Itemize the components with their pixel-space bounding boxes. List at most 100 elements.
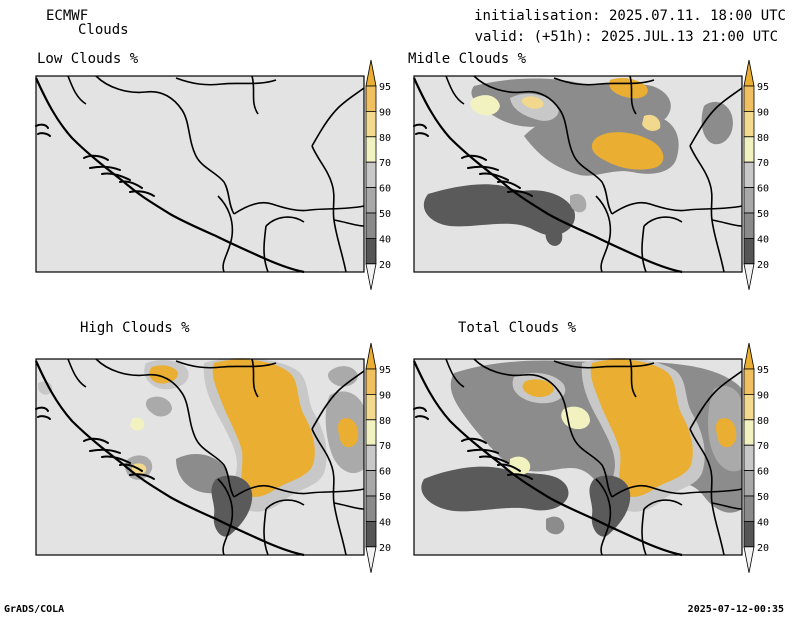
colorbar-tick-label: 60	[757, 184, 769, 195]
map-panel-low	[34, 75, 365, 274]
colorbar-tick-label: 20	[379, 543, 391, 554]
cloud-area	[570, 193, 587, 213]
model-label: ECMWF	[46, 8, 89, 24]
colorbar-tick-label: 50	[379, 209, 391, 220]
cloud-area	[470, 95, 500, 116]
colorbar-segment	[365, 187, 377, 214]
island-outline	[497, 180, 521, 189]
border-line	[689, 370, 743, 430]
colorbar-tick-label: 50	[379, 492, 391, 503]
colorbar-segment	[743, 237, 755, 265]
border-line	[689, 145, 725, 273]
colorbar-segment	[743, 368, 755, 395]
colorbar-segment	[743, 470, 755, 497]
colorbar-tick-label: 95	[757, 365, 769, 376]
coastline	[34, 360, 305, 557]
colorbar-tick-label: 90	[379, 107, 391, 118]
cloud-area	[130, 417, 145, 431]
footer-timestamp: 2025-07-12-00:35	[687, 604, 784, 615]
border-line	[629, 75, 637, 115]
colorbar-top-arrow	[743, 342, 755, 370]
island-outline	[497, 463, 521, 472]
product-label: Clouds	[78, 22, 129, 38]
colorbar-bottom-arrow	[365, 546, 377, 573]
map-frame	[35, 75, 365, 273]
island-outline	[413, 406, 427, 412]
border-line	[643, 216, 683, 227]
panel-title-high: High Clouds %	[80, 320, 190, 336]
border-line	[311, 145, 347, 273]
island-outline	[467, 448, 499, 454]
border-line	[641, 508, 647, 556]
colorbar-segment	[743, 136, 755, 163]
island-outline	[415, 415, 429, 420]
colorbar-tick-label: 90	[757, 390, 769, 401]
border-line	[251, 358, 259, 398]
colorbar-tick-label: 60	[757, 467, 769, 478]
colorbar-tick-label: 80	[757, 416, 769, 427]
border-line	[67, 358, 87, 388]
panel-title-total: Total Clouds %	[458, 320, 577, 336]
coastline	[412, 360, 683, 557]
colorbar-tick-label: 70	[379, 441, 391, 452]
colorbar-segment	[743, 419, 755, 446]
panel-title-middle: Midle Clouds %	[408, 51, 527, 67]
cloud-area	[504, 190, 576, 236]
colorbar-middle: 20 40 50 60 70 80 90 95	[743, 59, 769, 290]
border-line	[611, 484, 743, 498]
border-line	[175, 77, 277, 86]
colorbar-tick-label: 70	[757, 158, 769, 169]
map-frame	[413, 75, 743, 273]
border-line	[333, 219, 365, 227]
island-outline	[119, 463, 143, 472]
cloud-area	[145, 396, 172, 417]
island-outline	[35, 123, 49, 129]
colorbar-tick-label: 90	[379, 390, 391, 401]
colorbar-segment	[365, 419, 377, 446]
border-line	[95, 358, 235, 498]
border-line	[251, 75, 259, 115]
colorbar-tick-label: 60	[379, 467, 391, 478]
cloud-area	[510, 456, 531, 476]
colorbar-segment	[743, 187, 755, 214]
colorbar-tick-label: 50	[757, 492, 769, 503]
colorbar-segment	[743, 495, 755, 522]
border-line	[643, 499, 683, 510]
colorbar-segment	[365, 520, 377, 548]
border-line	[629, 358, 637, 398]
colorbar-segment	[365, 237, 377, 265]
island-outline	[37, 415, 51, 420]
border-line	[595, 478, 612, 556]
map-background	[36, 76, 364, 272]
colorbar-tick-label: 80	[379, 416, 391, 427]
cloud-area	[701, 101, 733, 145]
border-line	[473, 75, 613, 215]
colorbar-tick-label: 40	[379, 517, 391, 528]
island-outline	[461, 154, 487, 161]
colorbar-top-arrow	[365, 59, 377, 87]
colorbar-tick-label: 20	[757, 260, 769, 271]
border-line	[217, 478, 234, 556]
cloud-area	[149, 365, 178, 384]
coastline	[34, 77, 305, 274]
colorbar-tick-label: 95	[379, 365, 391, 376]
border-line	[553, 77, 655, 86]
border-line	[473, 358, 613, 498]
cloud-area	[642, 114, 661, 131]
cloud-area	[521, 96, 544, 109]
border-line	[175, 360, 277, 369]
init-time-label: initialisation: 2025.07.11. 18:00 UTC	[474, 8, 786, 24]
coastline	[412, 77, 683, 274]
border-line	[311, 428, 347, 556]
colorbar-segment	[743, 444, 755, 471]
island-outline	[89, 165, 121, 171]
colorbar-tick-label: 40	[757, 234, 769, 245]
island-outline	[83, 437, 109, 444]
border-line	[217, 195, 234, 273]
border-line	[445, 75, 465, 105]
island-outline	[479, 172, 509, 181]
colorbar-segment	[365, 368, 377, 395]
colorbar-segment	[365, 111, 377, 138]
valid-time-label: valid: (+51h): 2025.JUL.13 21:00 UTC	[474, 29, 778, 45]
colorbar-tick-label: 50	[757, 209, 769, 220]
